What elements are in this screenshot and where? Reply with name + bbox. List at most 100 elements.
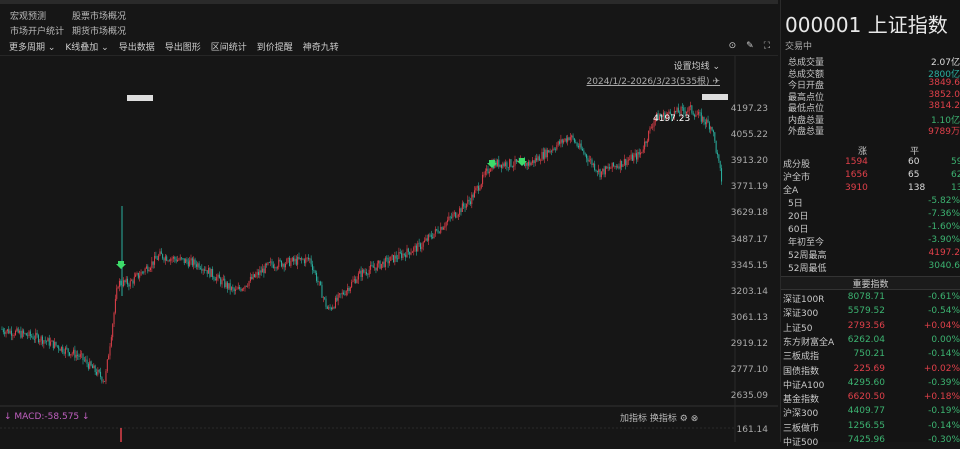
candle-body [340,294,341,295]
menu-stock-market[interactable]: 股票市场概况 [72,9,126,22]
add-indicator-button[interactable]: 加指标 [620,414,647,424]
candle-body [91,361,92,365]
pin-icon[interactable]: ✈ [712,77,720,87]
candle-body [552,149,553,151]
indicator-tools: 加指标 换指标 ⚙ ⊗ [620,411,698,424]
change-indicator-button[interactable]: 换指标 [650,414,677,424]
candle-body [540,161,541,162]
candle-body [546,150,547,158]
candle-body [185,259,186,263]
candle-body [593,164,594,165]
candle-body [455,212,456,217]
candle-body [15,331,16,335]
candle-body [633,155,634,160]
candle-body [232,287,233,289]
index-change: 0.00% [931,335,960,345]
range-stats-button[interactable]: 区间统计 [211,40,247,53]
magic-nine-button[interactable]: 神奇九转 [303,40,339,53]
settings-icon[interactable]: ⚙ [680,414,688,424]
candle-body [41,336,42,340]
candle-body [154,256,155,265]
candle-body [582,149,583,151]
candlestick-chart[interactable]: 4197.23 [0,56,778,442]
perf-label: 60日 [788,225,808,235]
candle-body [393,255,394,262]
range-label[interactable]: 2024/1/2-2026/3/23(535根) ✈ [587,74,720,87]
more-periods-button[interactable]: 更多周期 ⌄ [9,40,55,53]
candle-body [550,151,551,153]
price-axis-label: 3345.15 [731,261,768,271]
candle-body [363,270,364,273]
candle-body [621,161,622,167]
macd-label: ↓ MACD:-58.575 ↓ [4,412,90,422]
candle-body [251,277,252,279]
candle-body [114,313,115,324]
candle-body [608,167,609,168]
export-chart-button[interactable]: 导出图形 [165,40,201,53]
price-alert-button[interactable]: 到价提醒 [257,40,293,53]
candle-body [324,297,325,298]
candle-body [278,260,279,267]
candle-body [355,279,356,283]
kline-svg[interactable]: 4197.23 [0,56,778,442]
candle-body [516,159,517,162]
candle-body [385,258,386,267]
candle-body [7,329,8,331]
candle-body [219,275,220,279]
candle-body [51,341,52,342]
candle-body [697,115,698,116]
macd-axis-label: 161.14 [737,425,769,435]
signal-arrow-icon [487,160,497,168]
candle-body [38,335,39,342]
candle-body [31,336,32,337]
menu-account-stats[interactable]: 市场开户统计 [10,24,64,37]
brush-icon[interactable]: ✎ [746,41,754,51]
candle-body [247,286,248,287]
menu-futures-market[interactable]: 期货市场概况 [72,24,126,37]
candle-body [231,287,232,290]
stat-value: 3849.6 [929,78,960,88]
menu-macro-forecast[interactable]: 宏观预测 [10,9,46,22]
candle-body [573,136,574,139]
candle-body [134,277,135,284]
collapse-icon[interactable]: ⊙ [729,41,737,51]
fullscreen-icon[interactable]: ⛶ [764,41,770,51]
candle-body [270,261,271,262]
candle-body [54,342,55,348]
price-axis-label: 4197.23 [731,104,768,114]
breadth-down: 62 [951,170,960,180]
candle-body [96,372,97,375]
candle-body [614,166,615,167]
close-icon[interactable]: ⊗ [691,414,699,424]
perf-value: -5.82% [928,196,960,206]
candle-body [204,269,205,270]
candle-body [273,265,274,268]
perf-value: 3040.6 [929,261,960,271]
candle-body [448,217,449,220]
export-data-button[interactable]: 导出数据 [119,40,155,53]
candle-body [119,281,120,287]
candle-body [644,142,645,150]
candle-body [583,150,584,153]
candle-body [388,258,389,263]
candle-body [108,356,109,360]
candle-body [358,274,359,280]
ma-setting-button[interactable]: 设置均线 ⌄ [674,59,720,72]
k-overlay-button[interactable]: K线叠加 ⌄ [65,40,108,53]
candle-body [529,162,530,166]
candle-body [687,111,688,112]
chart-toolbar: 更多周期 ⌄ K线叠加 ⌄ 导出数据 导出图形 区间统计 到价提醒 神奇九转 ⊙… [0,38,778,56]
candle-body [567,137,568,141]
